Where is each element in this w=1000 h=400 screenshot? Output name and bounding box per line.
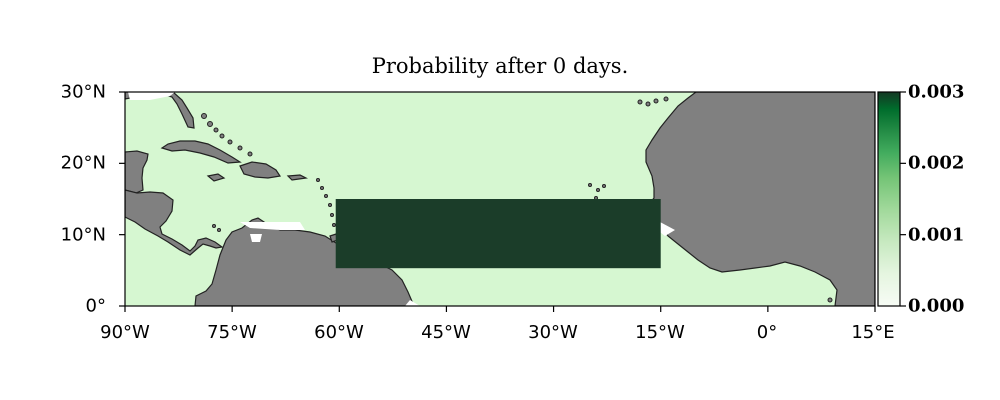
lon-label-15e: 15°E [851,322,895,343]
colorbar [878,92,900,306]
africa-land [645,92,875,306]
lat-label-20n: 20°N [60,152,106,174]
lon-label-45w: 45°W [421,322,471,343]
colorbar-label-1: 0.001 [908,224,965,246]
lon-label-90w: 90°W [100,322,150,343]
lat-label-30n: 30°N [60,81,106,103]
release-region [335,199,661,269]
hispaniola-land [239,161,282,179]
colorbar-frame [877,91,901,307]
lon-label-30w: 30°W [528,322,578,343]
lat-label-0: 0° [85,295,106,317]
lon-label-0: 0° [756,322,778,343]
florida-land [158,92,195,129]
map-frame [124,91,876,307]
cuba-land [160,140,242,164]
lat-label-10n: 10°N [60,224,106,246]
lon-label-60w: 60°W [314,322,364,343]
map-title: Probability after 0 days. [371,54,629,78]
jamaica-land [206,173,226,182]
colorbar-label-max: 0.003 [908,81,965,103]
colorbar-label-2: 0.002 [908,152,965,174]
lon-label-75w: 75°W [207,322,257,343]
lon-label-15w: 15°W [635,322,685,343]
puerto-rico-land [286,174,308,181]
central-america-land [125,189,224,256]
colorbar-label-min: 0.000 [908,295,965,317]
